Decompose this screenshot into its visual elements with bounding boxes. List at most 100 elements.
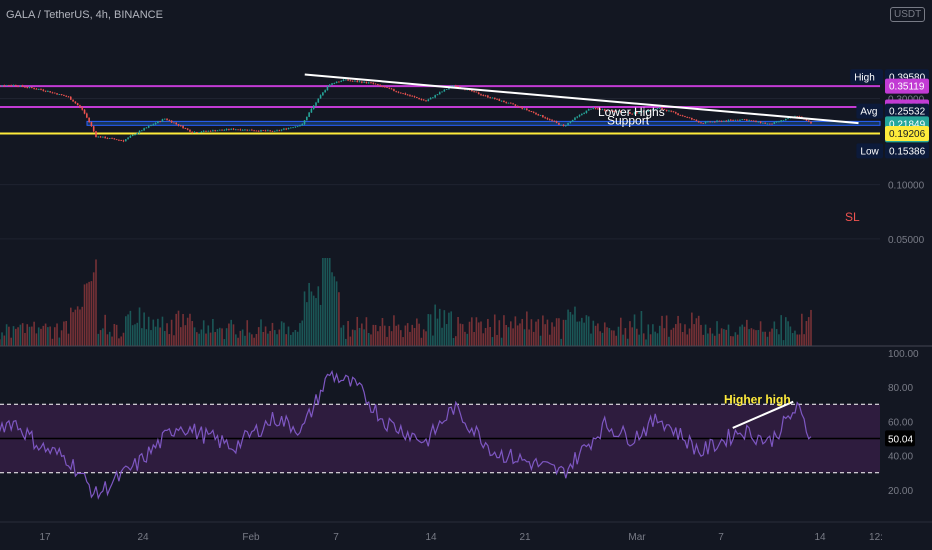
candle: [205, 130, 207, 132]
candle: [599, 108, 601, 110]
volume-bar: [780, 315, 783, 346]
volume-bar: [72, 312, 74, 346]
candle: [471, 89, 473, 92]
volume-bar: [122, 332, 125, 346]
volume-bar: [567, 309, 569, 346]
candle: [115, 139, 118, 141]
candle: [134, 134, 136, 136]
volume-bar: [647, 324, 650, 346]
volume-bar: [700, 324, 702, 346]
volume-bar: [526, 311, 528, 346]
time-tick-label: 14: [814, 532, 826, 543]
candle: [741, 119, 744, 121]
candle: [113, 138, 116, 140]
volume-bar: [349, 336, 352, 346]
higher-high-line[interactable]: [732, 400, 794, 429]
volume-bar: [805, 321, 808, 346]
candle: [562, 124, 565, 127]
candle: [617, 110, 620, 113]
volume-bar: [37, 327, 40, 346]
candle: [202, 130, 205, 132]
candles: [0, 78, 812, 143]
time-axis[interactable]: 17 24 Feb 7 14 21 Mar 7 14 12:: [0, 521, 932, 543]
candle: [44, 90, 47, 92]
volume-bar: [106, 334, 109, 346]
currency-tag[interactable]: USDT: [890, 7, 926, 22]
candle: [294, 126, 297, 128]
volume-bar: [750, 328, 753, 346]
candle: [175, 122, 178, 125]
volume-bar: [558, 318, 560, 346]
volume-bar: [182, 313, 184, 346]
candle: [216, 130, 219, 132]
candle: [448, 87, 450, 90]
candle: [67, 96, 70, 98]
symbol-title[interactable]: GALA / TetherUS, 4h, BINANCE: [6, 9, 163, 21]
candle: [319, 95, 322, 99]
volume-bar: [681, 332, 684, 346]
candle: [228, 128, 230, 130]
candle: [209, 130, 212, 132]
volume-bar: [459, 323, 462, 346]
volume-bar: [322, 258, 324, 346]
candle: [711, 121, 714, 123]
volume-bar: [374, 324, 377, 346]
lower-highs-trendline[interactable]: [304, 73, 859, 125]
candle: [610, 110, 613, 112]
volume-bar: [592, 320, 595, 346]
volume-bar: [370, 334, 372, 346]
candle: [159, 121, 161, 123]
candle: [95, 131, 97, 138]
volume-bar: [95, 259, 97, 346]
candle: [567, 122, 569, 126]
candle: [746, 119, 748, 121]
candle: [775, 121, 778, 123]
candle: [207, 130, 210, 132]
volume-bar: [81, 306, 84, 346]
candle: [505, 102, 508, 103]
rsi-axis[interactable]: 100.00 80.00 60.00 40.00 20.00: [888, 349, 919, 497]
candle: [778, 121, 780, 123]
candle: [709, 121, 711, 123]
volume-bar: [766, 336, 769, 346]
volume-bar: [594, 325, 597, 346]
volume-bar: [654, 331, 656, 346]
candle: [141, 130, 143, 132]
candle: [691, 118, 693, 120]
candle: [8, 85, 10, 87]
candle: [507, 102, 510, 104]
price-badge-value: 0.15386: [889, 146, 926, 157]
candle: [17, 85, 19, 87]
volume-bar: [622, 334, 624, 346]
volume-bar: [42, 325, 45, 346]
candle: [475, 91, 478, 93]
candle: [127, 137, 129, 140]
candle: [574, 117, 576, 120]
candle: [99, 136, 102, 138]
candle: [248, 129, 251, 131]
candle: [686, 117, 689, 118]
candle: [111, 138, 113, 139]
candle: [356, 80, 359, 82]
volume-bar: [390, 331, 393, 346]
candle: [434, 95, 436, 98]
volume-bar: [244, 335, 246, 346]
price-badge-value: 0.21849: [889, 119, 926, 130]
volume-bar: [24, 332, 26, 346]
volume-bar: [764, 331, 766, 346]
volume-bar: [484, 327, 487, 346]
volume-bar: [58, 337, 61, 346]
candle: [5, 85, 8, 87]
volume-bar: [807, 317, 810, 346]
candle: [170, 120, 173, 123]
volume-bar: [143, 312, 145, 346]
volume-bar: [546, 319, 549, 346]
volume-bar: [317, 286, 320, 346]
candle: [10, 85, 13, 87]
candle: [429, 97, 432, 100]
candle: [409, 95, 411, 96]
candle: [147, 126, 150, 128]
candle: [51, 92, 54, 94]
volume-bar: [562, 319, 565, 346]
